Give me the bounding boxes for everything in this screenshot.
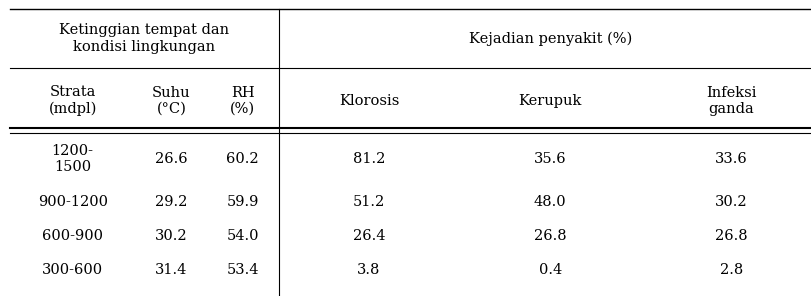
Text: Suhu
(°C): Suhu (°C) bbox=[152, 86, 191, 116]
Text: 60.2: 60.2 bbox=[226, 152, 259, 166]
Text: 26.8: 26.8 bbox=[533, 229, 566, 243]
Text: 51.2: 51.2 bbox=[353, 195, 384, 209]
Text: Ketinggian tempat dan
kondisi lingkungan: Ketinggian tempat dan kondisi lingkungan bbox=[59, 23, 229, 54]
Text: 900-1200: 900-1200 bbox=[37, 195, 108, 209]
Text: Strata
(mdpl): Strata (mdpl) bbox=[49, 85, 97, 116]
Text: 35.6: 35.6 bbox=[533, 152, 566, 166]
Text: 54.0: 54.0 bbox=[226, 229, 259, 243]
Text: 31.4: 31.4 bbox=[155, 263, 187, 277]
Text: 26.6: 26.6 bbox=[155, 152, 187, 166]
Text: 600-900: 600-900 bbox=[42, 229, 103, 243]
Text: 48.0: 48.0 bbox=[533, 195, 566, 209]
Text: Kerupuk: Kerupuk bbox=[517, 94, 581, 108]
Text: Infeksi
ganda: Infeksi ganda bbox=[705, 86, 756, 116]
Text: 2.8: 2.8 bbox=[719, 263, 742, 277]
Text: Klorosis: Klorosis bbox=[338, 94, 399, 108]
Text: 30.2: 30.2 bbox=[714, 195, 747, 209]
Text: 3.8: 3.8 bbox=[357, 263, 380, 277]
Text: 0.4: 0.4 bbox=[538, 263, 561, 277]
Text: 53.4: 53.4 bbox=[226, 263, 259, 277]
Text: 59.9: 59.9 bbox=[226, 195, 259, 209]
Text: 30.2: 30.2 bbox=[155, 229, 187, 243]
Text: 1200-
1500: 1200- 1500 bbox=[52, 144, 93, 174]
Text: 33.6: 33.6 bbox=[714, 152, 747, 166]
Text: RH
(%): RH (%) bbox=[230, 86, 255, 116]
Text: Kejadian penyakit (%): Kejadian penyakit (%) bbox=[468, 31, 631, 46]
Text: 29.2: 29.2 bbox=[155, 195, 187, 209]
Text: 300-600: 300-600 bbox=[42, 263, 103, 277]
Text: 26.8: 26.8 bbox=[714, 229, 747, 243]
Text: 26.4: 26.4 bbox=[352, 229, 385, 243]
Text: 81.2: 81.2 bbox=[353, 152, 384, 166]
